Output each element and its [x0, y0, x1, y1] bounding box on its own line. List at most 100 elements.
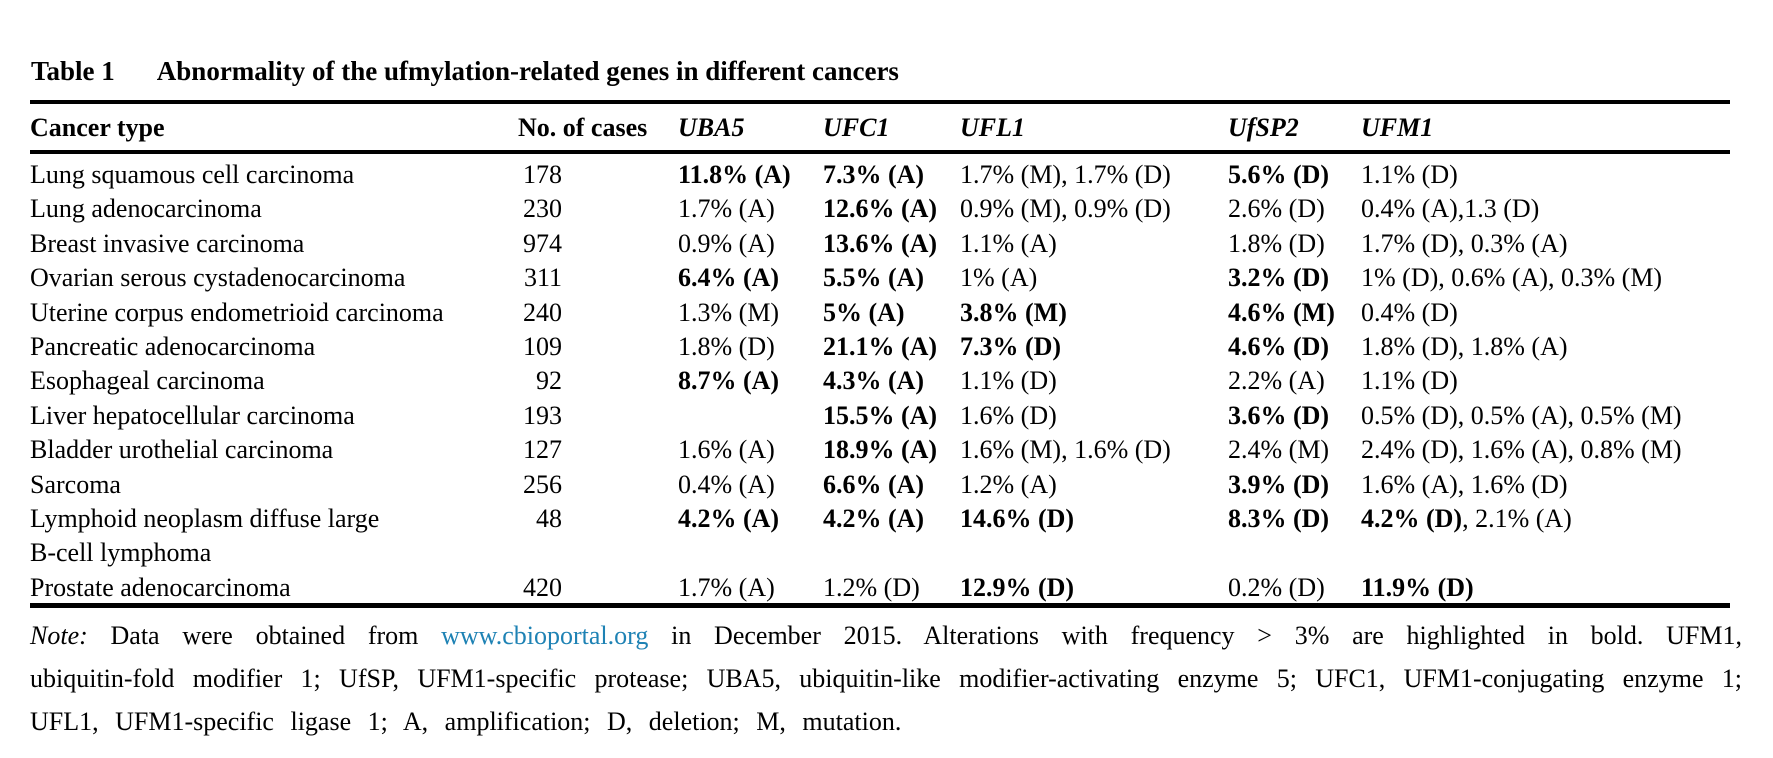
cell-ufsp2: 3.2% (D): [1228, 261, 1361, 295]
cell-uba5: 1.3% (M): [678, 296, 823, 330]
cell-uba5: 6.4% (A): [678, 261, 823, 295]
alteration-value: 14.6% (D): [960, 504, 1075, 534]
alteration-value: 1.7% (M), 1.7% (D): [960, 160, 1171, 189]
alteration-value: 4.2% (A): [823, 504, 925, 534]
cell-ufsp2: 2.4% (M): [1228, 433, 1361, 467]
no-of-cases-value: 109: [523, 332, 562, 362]
table-caption: Table 1 Abnormality of the ufmylation-rel…: [31, 56, 899, 87]
cell-ufsp2: 2.6% (D): [1228, 192, 1361, 226]
cell-ufm1: 1.6% (A), 1.6% (D): [1361, 468, 1742, 502]
alteration-value: 1.3% (M): [678, 297, 780, 327]
alteration-value: 2.4% (M): [1228, 435, 1330, 465]
cell-ufc1: 4.3% (A): [823, 364, 960, 398]
cell-ufc1: 5% (A): [823, 296, 960, 330]
cell-ufsp2: 2.2% (A): [1228, 364, 1361, 398]
alteration-value: 15.5% (A): [823, 400, 938, 430]
alteration-value: 1.6% (A), 1.6% (D): [1361, 469, 1568, 499]
cell-ufm1: 1.1% (D): [1361, 158, 1742, 192]
alteration-value: 8.7% (A): [678, 366, 780, 396]
table-row: Liver hepatocellular carcinoma 193 15.5% (…: [30, 399, 1742, 433]
cell-no-of-cases: 311: [518, 261, 678, 295]
alteration-value: 1.6% (A): [678, 435, 775, 465]
no-of-cases-value: 420: [523, 572, 562, 602]
cell-ufc1: 18.9% (A): [823, 433, 960, 467]
alteration-value: 6.6% (A): [823, 469, 925, 499]
column-header-ufc1: UFC1: [823, 113, 890, 142]
no-of-cases-value: 974: [523, 228, 562, 258]
no-of-cases-value: 127: [523, 435, 562, 465]
no-of-cases-value: 230: [523, 194, 562, 224]
cell-uba5: 1.8% (D): [678, 330, 823, 364]
cell-cancer-type: Sarcoma: [30, 468, 518, 502]
cancer-type-line: B-cell lymphoma: [30, 538, 212, 568]
alteration-value: 0.4% (D): [1361, 297, 1458, 327]
cancer-type-line: Liver hepatocellular carcinoma: [30, 400, 355, 430]
cancer-type-line: Lymphoid neoplasm diffuse large: [30, 504, 380, 534]
no-of-cases-value: 311: [523, 263, 562, 293]
table-row: Lung squamous cell carcinoma 178 11.8% (A)…: [30, 158, 1742, 192]
no-of-cases-value: 178: [523, 160, 562, 189]
table-row: Sarcoma 256 0.4% (A) 6.6% (A) 1.2% (A) 3.9% (…: [30, 468, 1742, 502]
alteration-value: 0.9% (A): [678, 228, 775, 258]
alteration-value: 5.5% (A): [823, 263, 925, 293]
alteration-value: 3.8% (M): [960, 297, 1067, 327]
alteration-value: 1.7% (D), 0.3% (A): [1361, 228, 1568, 258]
alteration-value: 18.9% (A): [823, 435, 938, 465]
cell-ufm1: 2.4% (D), 1.6% (A), 0.8% (M): [1361, 433, 1742, 467]
cell-ufc1: 12.6% (A): [823, 192, 960, 226]
cell-no-of-cases: 92: [518, 364, 678, 398]
alteration-value: 1.2% (A): [960, 469, 1057, 499]
cell-no-of-cases: 127: [518, 433, 678, 467]
table-row: Uterine corpus endometrioid carcinoma 240…: [30, 296, 1742, 330]
column-header-ufm1: UFM1: [1361, 113, 1434, 142]
alteration-value: 1% (A): [960, 263, 1038, 293]
cell-cancer-type: Lymphoid neoplasm diffuse large B-cell ly…: [30, 502, 518, 571]
note-label: Note:: [30, 621, 88, 650]
cancer-type-line: Prostate adenocarcinoma: [30, 572, 291, 602]
alteration-value: 3.9% (D): [1228, 469, 1330, 499]
note-post-link-text: in December 2015. Alterations with frequ…: [30, 621, 1742, 736]
cell-ufsp2: 1.8% (D): [1228, 227, 1361, 261]
cell-cancer-type: Lung adenocarcinoma: [30, 192, 518, 226]
cancer-type-line: Bladder urothelial carcinoma: [30, 435, 334, 465]
cell-cancer-type: Lung squamous cell carcinoma: [30, 158, 518, 192]
cell-no-of-cases: 193: [518, 399, 678, 433]
no-of-cases-value: 193: [523, 400, 562, 430]
cell-ufc1: 1.2% (D): [823, 571, 960, 605]
cell-cancer-type: Uterine corpus endometrioid carcinoma: [30, 296, 518, 330]
no-of-cases-value: 92: [536, 366, 562, 396]
cell-cancer-type: Breast invasive carcinoma: [30, 227, 518, 261]
alteration-value: 1.2% (D): [823, 572, 920, 602]
cell-ufsp2: 3.9% (D): [1228, 468, 1361, 502]
cell-ufsp2: 0.2% (D): [1228, 571, 1361, 605]
column-header-ufsp2: UfSP2: [1228, 113, 1299, 142]
alteration-value: 1.6% (D): [960, 400, 1057, 430]
alteration-value: 5% (A): [823, 297, 905, 327]
cbioportal-link[interactable]: www.cbioportal.org: [441, 621, 649, 650]
top-rule: [30, 100, 1730, 104]
column-header-uba5: UBA5: [678, 113, 745, 142]
alteration-value: 1.1% (D): [960, 366, 1057, 396]
alteration-value: 12.6% (A): [823, 194, 938, 224]
table-note: Note: Data were obtained from www.cbiopo…: [30, 614, 1742, 743]
cancer-type-line: Pancreatic adenocarcinoma: [30, 332, 316, 362]
cell-cancer-type: Liver hepatocellular carcinoma: [30, 399, 518, 433]
cell-uba5: 8.7% (A): [678, 364, 823, 398]
cell-ufl1: 1% (A): [960, 261, 1228, 295]
alteration-value: 0.4% (A),1.3 (D): [1361, 194, 1540, 224]
cell-cancer-type: Esophageal carcinoma: [30, 364, 518, 398]
cell-cancer-type: Ovarian serous cystadenocarcinoma: [30, 261, 518, 295]
column-header-cancer-type: Cancer type: [30, 113, 165, 142]
cancer-type-line: Esophageal carcinoma: [30, 366, 265, 396]
alteration-value: 3.2% (D): [1228, 263, 1330, 293]
cell-uba5: [678, 399, 823, 433]
alteration-value: 7.3% (A): [823, 160, 925, 189]
table-body: Lung squamous cell carcinoma 178 11.8% (A)…: [30, 158, 1742, 605]
cell-no-of-cases: 48: [518, 502, 678, 571]
cell-ufm1: 0.5% (D), 0.5% (A), 0.5% (M): [1361, 399, 1742, 433]
table-title-text: Abnormality of the ufmylation-related ge…: [156, 56, 899, 86]
alteration-value: 3.6% (D): [1228, 400, 1330, 430]
table-row: Esophageal carcinoma 92 8.7% (A) 4.3% (A) 1.…: [30, 364, 1742, 398]
no-of-cases-value: 256: [523, 469, 562, 499]
cell-no-of-cases: 240: [518, 296, 678, 330]
